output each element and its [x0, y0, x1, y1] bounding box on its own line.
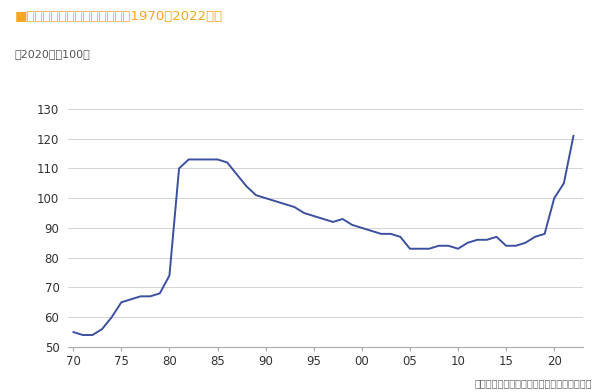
Text: （2020年＝100）: （2020年＝100） [15, 49, 90, 59]
Text: ■電気料金の推移（全国平均、1970～2022年）: ■電気料金の推移（全国平均、1970～2022年） [15, 10, 223, 23]
Text: （出所）総務省「消費者物価指数」より作成: （出所）総務省「消費者物価指数」より作成 [475, 378, 592, 388]
